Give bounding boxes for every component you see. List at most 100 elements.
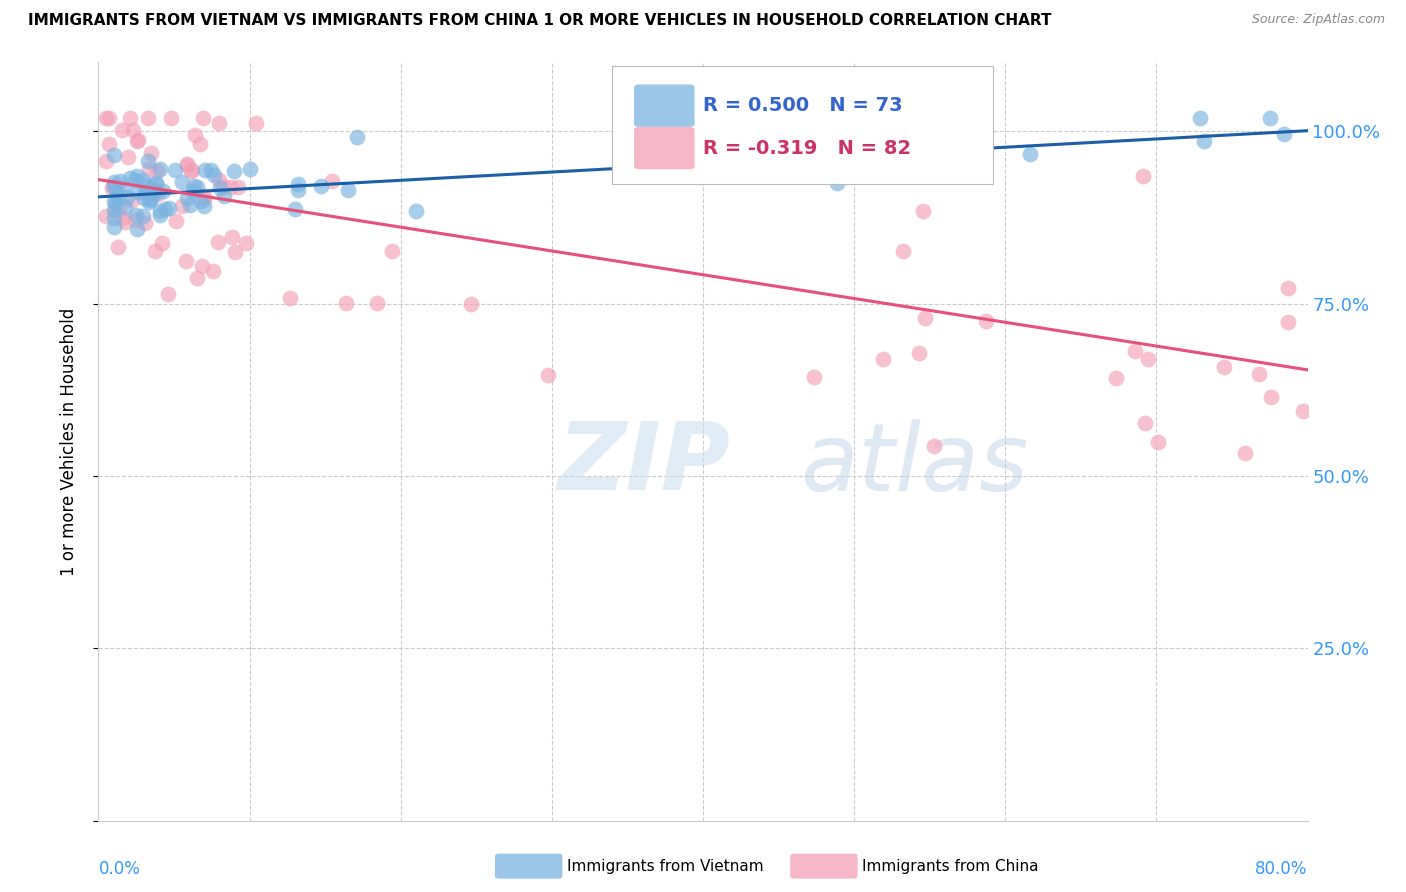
Point xyxy=(974,314,997,328)
Point xyxy=(245,116,267,130)
Point xyxy=(176,191,198,205)
Point xyxy=(132,190,155,204)
Point xyxy=(278,291,301,305)
Point xyxy=(186,180,208,194)
Point xyxy=(122,123,145,137)
Point xyxy=(127,133,149,147)
Point xyxy=(1249,368,1271,382)
Point xyxy=(176,157,198,171)
Point xyxy=(183,179,205,194)
Point xyxy=(209,181,232,195)
Point xyxy=(652,154,675,169)
Point xyxy=(135,178,157,193)
Point xyxy=(366,295,388,310)
Point xyxy=(221,229,243,244)
FancyBboxPatch shape xyxy=(613,66,993,184)
Point xyxy=(191,111,214,125)
Point xyxy=(138,161,160,176)
Point xyxy=(103,202,125,217)
Point xyxy=(117,150,139,164)
Point xyxy=(141,180,163,194)
Point xyxy=(914,310,936,325)
Point xyxy=(153,202,176,216)
Point xyxy=(108,201,131,215)
Point xyxy=(284,202,307,216)
Point xyxy=(138,153,160,168)
Point xyxy=(121,193,143,207)
Point xyxy=(1291,404,1313,418)
Point xyxy=(924,439,946,453)
Point xyxy=(1234,446,1257,460)
Point xyxy=(127,222,149,236)
Point xyxy=(101,179,124,194)
Point xyxy=(104,197,127,211)
Point xyxy=(145,177,167,191)
Point xyxy=(149,208,172,222)
Point xyxy=(1194,134,1216,148)
Point xyxy=(125,207,148,221)
Point xyxy=(1123,344,1146,359)
Point xyxy=(938,114,960,128)
Point xyxy=(103,220,125,235)
Point xyxy=(1019,147,1042,161)
Point xyxy=(118,170,141,185)
Point xyxy=(1258,111,1281,125)
Point xyxy=(125,169,148,184)
Point xyxy=(107,184,129,198)
Point xyxy=(94,154,117,169)
Point xyxy=(172,199,194,213)
Point xyxy=(235,236,257,251)
Point xyxy=(335,296,357,310)
Point xyxy=(94,209,117,223)
Text: R = -0.319   N = 82: R = -0.319 N = 82 xyxy=(703,138,911,158)
Point xyxy=(239,161,262,176)
Point xyxy=(321,174,343,188)
Text: 80.0%: 80.0% xyxy=(1256,860,1308,878)
Point xyxy=(1260,391,1282,405)
Point xyxy=(1105,370,1128,384)
Point xyxy=(193,193,215,207)
Point xyxy=(872,351,894,366)
Point xyxy=(97,136,120,151)
Point xyxy=(134,216,156,230)
Point xyxy=(207,235,229,249)
Point xyxy=(184,128,207,142)
Point xyxy=(228,179,250,194)
Point xyxy=(537,368,560,382)
Point xyxy=(287,177,309,191)
Point xyxy=(139,191,162,205)
Point xyxy=(131,210,153,224)
Point xyxy=(114,200,136,214)
Point xyxy=(893,244,915,259)
Point xyxy=(309,179,332,194)
Point xyxy=(190,194,212,209)
Point xyxy=(405,203,427,218)
Point xyxy=(907,346,929,360)
Point xyxy=(336,183,359,197)
Point xyxy=(200,162,222,177)
Point xyxy=(124,173,146,187)
Point xyxy=(108,174,131,188)
Point xyxy=(1277,315,1299,329)
FancyBboxPatch shape xyxy=(634,85,695,127)
Point xyxy=(179,198,201,212)
Y-axis label: 1 or more Vehicles in Household: 1 or more Vehicles in Household xyxy=(59,308,77,575)
Point xyxy=(97,111,120,125)
Point xyxy=(145,177,167,191)
Text: Immigrants from Vietnam: Immigrants from Vietnam xyxy=(567,859,763,873)
Point xyxy=(127,186,149,200)
Point xyxy=(221,180,243,194)
Point xyxy=(152,184,174,198)
Point xyxy=(191,259,214,273)
Point xyxy=(214,189,236,203)
Point xyxy=(208,116,231,130)
Point xyxy=(212,179,235,194)
Point xyxy=(706,145,728,160)
Text: atlas: atlas xyxy=(800,418,1028,510)
Point xyxy=(827,146,849,161)
Point xyxy=(193,199,215,213)
Point xyxy=(145,164,167,178)
Point xyxy=(101,180,124,194)
Point xyxy=(103,194,125,209)
Text: ZIP: ZIP xyxy=(558,418,731,510)
